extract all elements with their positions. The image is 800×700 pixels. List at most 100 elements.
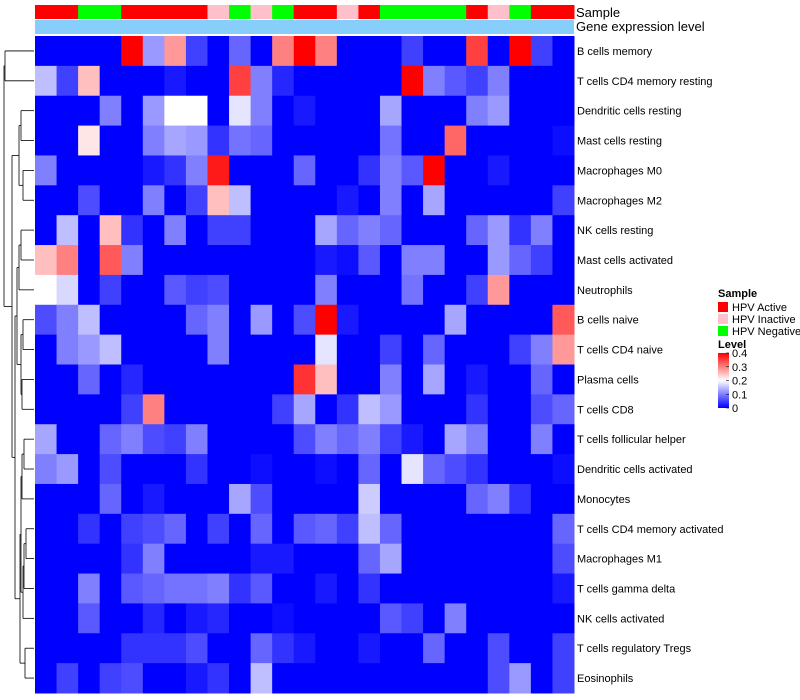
heatmap-cell bbox=[466, 274, 489, 306]
heatmap-cell bbox=[207, 334, 230, 365]
heatmap-cell bbox=[293, 245, 316, 276]
heatmap-cell bbox=[78, 603, 101, 634]
heatmap-cell bbox=[99, 334, 122, 365]
heatmap-cell bbox=[315, 65, 338, 97]
heatmap-cell bbox=[358, 155, 381, 186]
heatmap-cell bbox=[423, 65, 446, 97]
heatmap-cell bbox=[142, 424, 165, 455]
heatmap-cell bbox=[185, 36, 208, 67]
heatmap-cell bbox=[509, 603, 532, 634]
heatmap-cell bbox=[423, 543, 446, 575]
heatmap-cell bbox=[142, 185, 165, 216]
heatmap-cell bbox=[142, 125, 165, 156]
heatmap-cell bbox=[121, 483, 144, 515]
heatmap-cell bbox=[401, 633, 424, 664]
heatmap-cell bbox=[207, 394, 230, 425]
heatmap-cell bbox=[78, 245, 101, 276]
heatmap-cell bbox=[99, 483, 122, 515]
heatmap-cell bbox=[358, 125, 381, 156]
heatmap-cell bbox=[466, 603, 489, 634]
sample-annotation-cell bbox=[487, 5, 510, 19]
heatmap-cell bbox=[530, 633, 553, 664]
heatmap-cell bbox=[35, 573, 58, 604]
heatmap-cell bbox=[423, 185, 446, 216]
heatmap-cell bbox=[78, 185, 101, 216]
heatmap-cell bbox=[315, 543, 338, 575]
heatmap-cell bbox=[207, 95, 230, 127]
heatmap-cell bbox=[530, 274, 553, 306]
heatmap-cell bbox=[142, 454, 165, 485]
heatmap-cell bbox=[185, 334, 208, 365]
heatmap-cell bbox=[401, 663, 424, 694]
heatmap-cell bbox=[142, 65, 165, 97]
annotation-label-sample: Sample bbox=[576, 5, 620, 20]
heatmap-cell bbox=[293, 215, 316, 246]
heatmap-cell bbox=[272, 185, 295, 216]
heatmap-cell bbox=[530, 663, 553, 694]
heatmap-cell bbox=[444, 603, 467, 634]
heatmap-cell bbox=[142, 215, 165, 246]
heatmap-cell bbox=[336, 394, 359, 425]
heatmap-cell bbox=[444, 155, 467, 186]
heatmap-cell bbox=[250, 125, 273, 156]
heatmap-cell bbox=[509, 245, 532, 276]
heatmap-cell bbox=[379, 364, 403, 395]
heatmap-cell bbox=[466, 65, 489, 97]
heatmap-cell bbox=[78, 573, 101, 604]
heatmap-cell bbox=[530, 65, 553, 97]
heatmap-cell bbox=[315, 304, 338, 336]
heatmap-cell bbox=[509, 633, 532, 664]
heatmap-cell bbox=[358, 603, 381, 634]
heatmap-cell bbox=[293, 274, 316, 306]
heatmap-cell bbox=[423, 245, 446, 276]
heatmap-cell bbox=[423, 483, 446, 515]
row-label: Macrophages M2 bbox=[577, 195, 662, 207]
heatmap-cell bbox=[272, 304, 295, 336]
heatmap-cell bbox=[229, 125, 252, 156]
heatmap-cell bbox=[99, 125, 122, 156]
heatmap-cell bbox=[121, 125, 144, 156]
heatmap-cell bbox=[207, 603, 230, 634]
heatmap-cell bbox=[423, 364, 446, 395]
heatmap-cell bbox=[293, 454, 316, 485]
sample-annotation-cell bbox=[250, 5, 273, 19]
heatmap-cell bbox=[56, 394, 79, 425]
heatmap-cell bbox=[164, 633, 187, 664]
heatmap-cell bbox=[229, 155, 252, 186]
heatmap-cell bbox=[142, 483, 165, 515]
heatmap-cell bbox=[56, 185, 79, 216]
sample-annotation-cell bbox=[35, 5, 58, 19]
heatmap-cell bbox=[530, 215, 553, 246]
legend-entry-label: HPV Negative bbox=[732, 326, 800, 338]
heatmap-cell bbox=[78, 364, 101, 395]
heatmap-cell bbox=[509, 663, 532, 694]
heatmap-cell bbox=[530, 155, 553, 186]
heatmap-cell bbox=[99, 95, 122, 127]
heatmap-cell bbox=[185, 274, 208, 306]
heatmap-cell bbox=[379, 513, 403, 545]
heatmap-cell bbox=[99, 215, 122, 246]
heatmap-cell bbox=[336, 334, 359, 365]
heatmap-cell bbox=[99, 663, 122, 694]
heatmap-cell bbox=[121, 215, 144, 246]
heatmap-cell bbox=[56, 663, 79, 694]
heatmap-cell bbox=[358, 364, 381, 395]
row-label: NK cells resting bbox=[577, 225, 653, 237]
heatmap-cell bbox=[56, 36, 79, 67]
heatmap-cell bbox=[99, 155, 122, 186]
heatmap-cell bbox=[552, 155, 575, 186]
heatmap-cell bbox=[56, 304, 79, 336]
heatmap-cell bbox=[78, 513, 101, 545]
heatmap-cell bbox=[530, 573, 553, 604]
expression-annotation-bar bbox=[35, 20, 574, 34]
heatmap-cell bbox=[99, 36, 122, 67]
heatmap-cell bbox=[379, 274, 403, 306]
heatmap-cell bbox=[315, 95, 338, 127]
row-labels: B cells memory T cells CD4 memory resting… bbox=[577, 46, 724, 685]
heatmap-cell bbox=[401, 513, 424, 545]
heatmap-cell bbox=[121, 65, 144, 97]
heatmap-cell bbox=[487, 424, 510, 455]
heatmap-cell bbox=[379, 125, 403, 156]
sample-annotation-cell bbox=[78, 5, 101, 19]
heatmap-cell bbox=[336, 633, 359, 664]
